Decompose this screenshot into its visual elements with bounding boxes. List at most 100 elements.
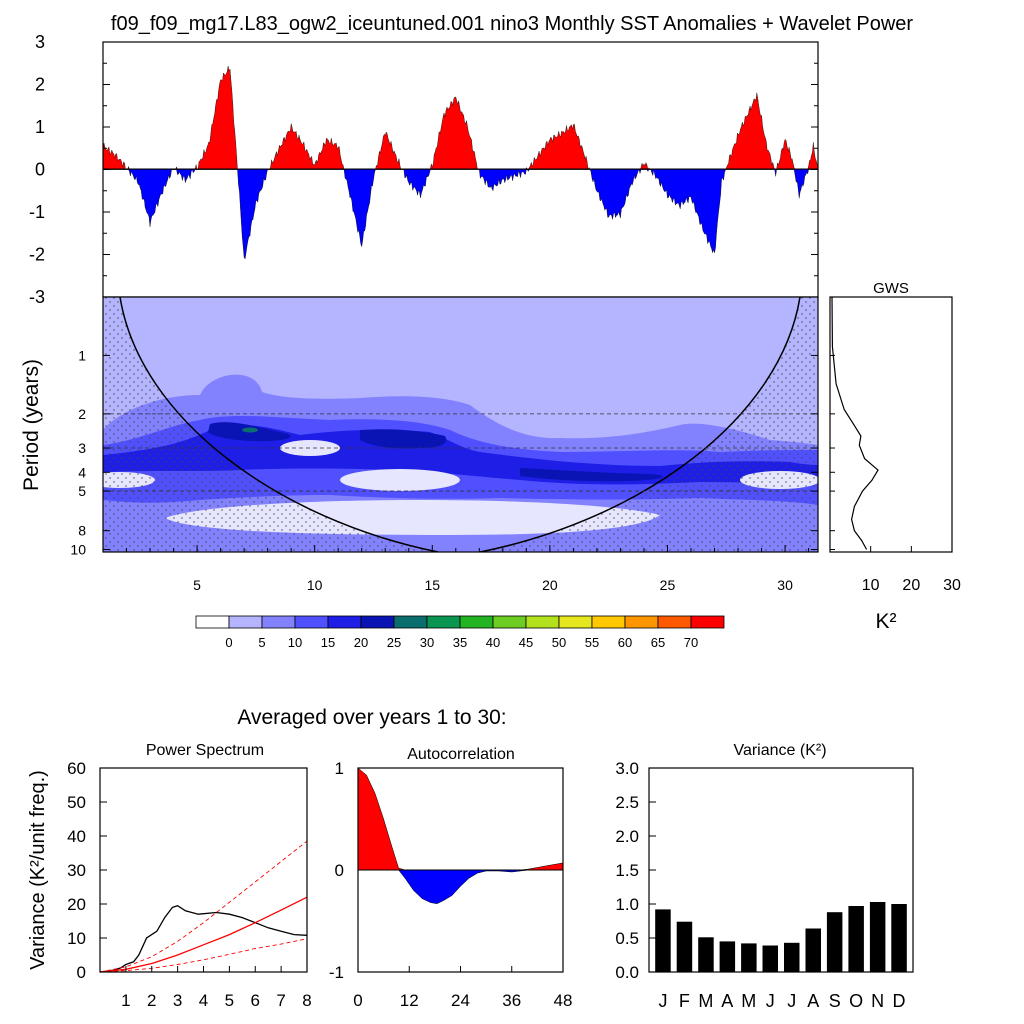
colorbar-swatch [393, 615, 428, 629]
autocorrelation-y-tick-label: -1 [329, 963, 344, 982]
colorbar-swatch [459, 615, 494, 629]
sst-y-tick-label: -1 [29, 202, 45, 222]
autocorrelation-x-tick-label: 24 [451, 991, 470, 1010]
power-spectrum-axes: 60 50 40 30 20 10 0 1 2 3 4 5 6 7 8 [67, 759, 312, 1010]
power-spectrum-x-tick-label: 5 [225, 991, 234, 1010]
colorbar-swatch [657, 615, 692, 629]
cone-of-influence-line-right [479, 297, 801, 552]
autocorrelation-title: Autocorrelation [407, 746, 515, 763]
sst-y-tick-label: -3 [29, 287, 45, 307]
power-spectrum-x-tick-label: 3 [173, 991, 182, 1010]
variance-y-tick-label: 0.0 [615, 963, 639, 982]
wavelet-x-axis: 5 10 15 20 25 30 [126, 545, 810, 593]
colorbar-label: 10 [288, 635, 302, 650]
gws-frame [829, 296, 953, 553]
autocorrelation-area [357, 767, 564, 904]
cone-of-influence-left [103, 297, 438, 552]
power-spectrum-lines [99, 840, 308, 973]
variance-bar [826, 912, 843, 972]
colorbar-swatch [294, 615, 329, 629]
colorbar-label: 35 [453, 635, 467, 650]
wavelet-x-tick-label: 25 [660, 577, 676, 593]
variance-bar [719, 941, 736, 972]
colorbar-label: 50 [552, 635, 566, 650]
wavelet-panel: 1 2 3 4 5 8 10 5 10 15 20 25 30 Period (years) [20, 296, 819, 593]
power-spectrum-y-tick-label: 40 [67, 827, 86, 846]
wavelet-y-axis: 1 2 3 4 5 8 10 [70, 347, 818, 558]
variance-bar [741, 943, 757, 972]
wavelet-x-tick-label: 30 [777, 577, 793, 593]
variance-axes: J F M A M J J A S O N D3.02.52.01.51.00.50.0 [615, 759, 905, 1011]
sst-anomaly-area [103, 65, 818, 260]
colorbar-label: 65 [651, 635, 665, 650]
averaged-label: Averaged over years 1 to 30: [237, 706, 506, 729]
colorbar-swatch [228, 615, 263, 629]
autocorrelation-panel: Autocorrelation 1 0 -1 0 12 24 36 48 [329, 746, 573, 1010]
power-spectrum-y-tick-label: 0 [77, 963, 86, 982]
autocorrelation-x-tick-label: 48 [554, 991, 573, 1010]
wavelet-low-lobe-2 [340, 469, 460, 491]
autocorrelation-y-tick-label: 0 [335, 861, 344, 880]
colorbar-label: 60 [618, 635, 632, 650]
power-spectrum-x-tick-label: 4 [199, 991, 208, 1010]
sst-panel: 3 2 1 0 -1 -2 -3 [29, 32, 819, 307]
wavelet-y-tick-label: 4 [78, 464, 86, 480]
variance-bar [698, 937, 714, 972]
power-spectrum-y-tick-label: 20 [67, 895, 86, 914]
gws-x-label: K² [876, 610, 897, 633]
colorbar-swatch [525, 615, 560, 629]
wavelet-frame [102, 296, 819, 553]
variance-y-tick-label: 1.5 [615, 861, 639, 880]
colorbar-label: 5 [258, 635, 265, 650]
variance-y-tick-label: 0.5 [615, 929, 639, 948]
variance-x-tick-label: S [829, 991, 841, 1011]
variance-x-tick-label: D [893, 991, 906, 1011]
colorbar-label: 0 [225, 635, 232, 650]
variance-bar [848, 906, 864, 972]
wavelet-peak [242, 427, 258, 433]
variance-bar [762, 945, 778, 972]
gws-x-tick-label: 30 [943, 577, 961, 594]
colorbar-swatch [426, 615, 461, 629]
variance-x-tick-label: M [741, 991, 756, 1011]
sst-y-tick-label: -2 [29, 245, 45, 265]
wavelet-y-tick-label: 5 [78, 483, 86, 499]
colorbar-label: 70 [684, 635, 698, 650]
power-spectrum-x-tick-label: 2 [147, 991, 156, 1010]
wavelet-x-tick-label: 5 [193, 577, 201, 593]
colorbar-label: 55 [585, 635, 599, 650]
variance-x-tick-label: O [849, 991, 863, 1011]
variance-x-tick-label: F [679, 991, 690, 1011]
wavelet-y-label: Period (years) [20, 359, 43, 491]
sst-y-tick-label: 0 [35, 160, 45, 180]
sst-y-tick-label: 3 [35, 32, 45, 52]
variance-y-tick-label: 2.5 [615, 793, 639, 812]
variance-y-tick-label: 1.0 [615, 895, 639, 914]
colorbar-swatch [195, 615, 230, 629]
wavelet-x-tick-label: 15 [424, 577, 440, 593]
wavelet-y-tick-label: 3 [78, 440, 86, 456]
sst-y-tick-label: 2 [35, 75, 45, 95]
variance-bar [676, 921, 693, 972]
colorbar-swatch [558, 615, 593, 629]
variance-x-tick-label: J [787, 991, 796, 1011]
main-title: f09_f09_mg17.L83_ogw2_iceuntuned.001 nin… [111, 13, 914, 35]
cone-of-influence-line-left [119, 297, 439, 552]
power-spectrum-series-spectrum [99, 904, 308, 973]
sst-negative-area [103, 168, 818, 260]
colorbar-swatch [690, 615, 725, 629]
power-spectrum-title: Power Spectrum [146, 742, 264, 759]
colorbar-label: 25 [387, 635, 401, 650]
variance-bar [805, 928, 821, 972]
wavelet-x-tick-label: 20 [542, 577, 558, 593]
gws-title: GWS [873, 280, 909, 297]
power-spectrum-series-red-noise [99, 896, 308, 973]
autocorrelation-axes: 1 0 -1 0 12 24 36 48 [329, 759, 573, 1010]
variance-y-tick-label: 3.0 [615, 759, 639, 778]
power-spectrum-y-label: Variance (K²/unit freq.) [27, 770, 49, 970]
power-spectrum-panel: Power Spectrum 60 50 40 30 20 10 0 1 2 3 4 5 6 7 8 Var… [27, 742, 312, 1010]
variance-x-tick-label: A [807, 991, 819, 1011]
sst-positive-area [103, 65, 818, 171]
variance-bar [784, 942, 800, 972]
colorbar-label: 45 [519, 635, 533, 650]
